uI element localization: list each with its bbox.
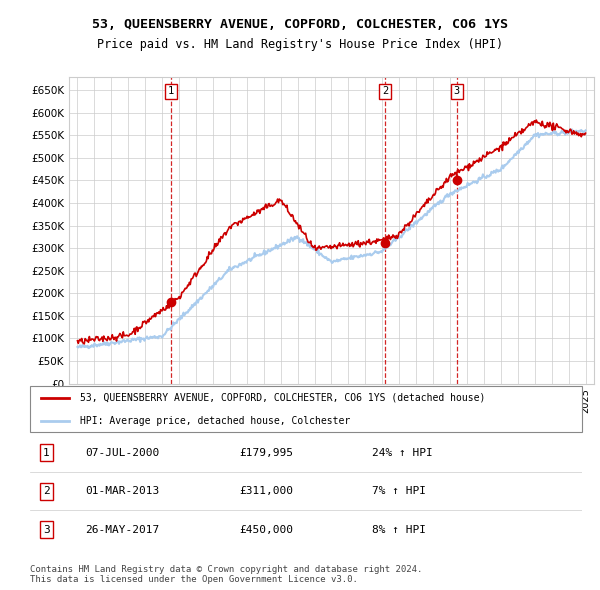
Text: HPI: Average price, detached house, Colchester: HPI: Average price, detached house, Colc… [80,415,350,425]
Text: 1: 1 [43,448,50,458]
Text: 24% ↑ HPI: 24% ↑ HPI [372,448,433,458]
Text: Price paid vs. HM Land Registry's House Price Index (HPI): Price paid vs. HM Land Registry's House … [97,38,503,51]
Text: 01-MAR-2013: 01-MAR-2013 [85,486,160,496]
Text: 7% ↑ HPI: 7% ↑ HPI [372,486,426,496]
Text: 2: 2 [382,86,388,96]
Text: 1: 1 [168,86,174,96]
FancyBboxPatch shape [30,386,582,432]
Text: £311,000: £311,000 [240,486,294,496]
Text: Contains HM Land Registry data © Crown copyright and database right 2024.
This d: Contains HM Land Registry data © Crown c… [30,565,422,584]
Text: 53, QUEENSBERRY AVENUE, COPFORD, COLCHESTER, CO6 1YS (detached house): 53, QUEENSBERRY AVENUE, COPFORD, COLCHES… [80,393,485,403]
Text: 8% ↑ HPI: 8% ↑ HPI [372,525,426,535]
Text: 3: 3 [454,86,460,96]
Text: 3: 3 [43,525,50,535]
Text: £450,000: £450,000 [240,525,294,535]
Text: 2: 2 [43,486,50,496]
Text: 53, QUEENSBERRY AVENUE, COPFORD, COLCHESTER, CO6 1YS: 53, QUEENSBERRY AVENUE, COPFORD, COLCHES… [92,18,508,31]
Text: 07-JUL-2000: 07-JUL-2000 [85,448,160,458]
Text: £179,995: £179,995 [240,448,294,458]
Text: 26-MAY-2017: 26-MAY-2017 [85,525,160,535]
